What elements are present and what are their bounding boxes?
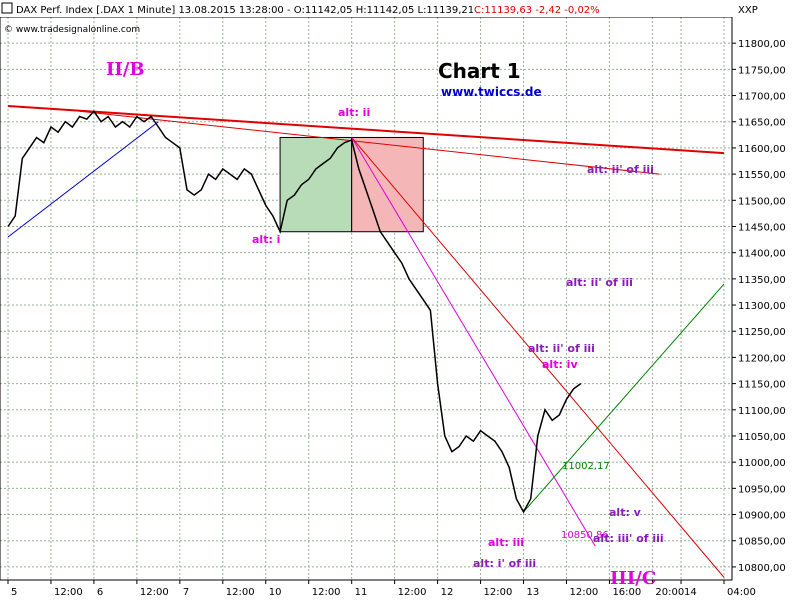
y-tick-label: 10850,00 <box>738 537 786 548</box>
x-tick-label: 16:00 <box>612 587 641 598</box>
x-tick-label: 12 <box>441 587 454 598</box>
y-tick-label: 11600,00 <box>738 144 786 155</box>
x-tick-label: 14 <box>684 587 697 598</box>
y-tick-label: 11150,00 <box>738 380 786 391</box>
trend-line <box>7 105 725 155</box>
wave-iiic-label: III/C <box>610 568 656 589</box>
x-tick-label: 5 <box>11 587 17 598</box>
x-tick-label: 13 <box>527 587 540 598</box>
x-tick-label: 20:00 <box>655 587 684 598</box>
y-tick-label: 11550,00 <box>738 170 786 181</box>
zone-box <box>279 136 353 233</box>
chart-title: Chart 1 <box>438 59 521 83</box>
header-symbol: XXP <box>738 5 758 16</box>
header-title: DAX Perf. Index [.DAX 1 Minute] 13.08.20… <box>16 5 474 16</box>
trend-line <box>79 110 660 175</box>
header-bar <box>0 0 800 17</box>
header-change: C:11139,63 -2,42 -0,02% <box>474 5 600 16</box>
y-tick-label: 11050,00 <box>738 432 786 443</box>
wave-iib-label: II/B <box>106 59 145 80</box>
trend-line <box>7 121 159 238</box>
x-tick-label: 12:00 <box>226 587 255 598</box>
y-tick-label: 11500,00 <box>738 196 786 207</box>
site-label: www.twiccs.de <box>441 85 542 99</box>
zone-box <box>351 136 424 233</box>
y-tick-label: 11250,00 <box>738 327 786 338</box>
level-11002-label: 11002,17 <box>562 461 610 472</box>
x-tick-label: 12:00 <box>569 587 598 598</box>
window-box-icon[interactable] <box>1 2 13 14</box>
alt-v-label: alt: v <box>609 506 642 519</box>
x-tick-label: 11 <box>355 587 368 598</box>
trend-line <box>351 137 596 547</box>
alt-iii-of-iii-label: alt: iii' of iii <box>593 532 664 545</box>
y-tick-label: 11300,00 <box>738 301 786 312</box>
y-tick-label: 11700,00 <box>738 92 786 103</box>
y-tick-label: 11000,00 <box>738 458 786 469</box>
x-tick-label: 12:00 <box>312 587 341 598</box>
x-tick-label: 6 <box>97 587 103 598</box>
x-tick-label: 7 <box>183 587 189 598</box>
y-tick-label: 11350,00 <box>738 275 786 286</box>
x-tick-label: 12:00 <box>484 587 513 598</box>
x-tick-label: 12:00 <box>398 587 427 598</box>
header-website: © www.tradesignalonline.com <box>4 25 140 35</box>
y-tick-label: 11750,00 <box>738 65 786 76</box>
y-tick-label: 11400,00 <box>738 249 786 260</box>
x-axis-ticks: 5 12:00 6 12:00 7 12:00 10 12:00 11 12:00 12 12:00 1… <box>7 580 756 598</box>
zone-boxes <box>279 136 424 233</box>
y-tick-label: 11650,00 <box>738 118 786 129</box>
x-tick-label: 10 <box>269 587 282 598</box>
alt-i-of-iii-label: alt: i' of iii <box>473 557 536 570</box>
y-tick-label: 11200,00 <box>738 353 786 364</box>
y-tick-label: 11100,00 <box>738 406 786 417</box>
trend-lines <box>7 105 725 578</box>
y-tick-label: 10950,00 <box>738 484 786 495</box>
alt-ii-of-iii-mid-label: alt: ii' of iii <box>566 276 633 289</box>
trend-line <box>351 137 725 578</box>
y-tick-label: 10900,00 <box>738 511 786 522</box>
alt-ii-of-iii-top-label: alt: ii' of iii <box>587 163 654 176</box>
alt-iii-label: alt: iii <box>488 536 524 549</box>
price-series <box>7 110 582 514</box>
x-tick-label: 12:00 <box>140 587 169 598</box>
trend-line <box>523 283 725 513</box>
alt-iv-label: alt: iv <box>542 358 578 371</box>
y-axis-ticks: 10800,00 10850,00 10900,00 10950,00 11000,00… <box>732 39 786 574</box>
price-line <box>7 110 582 514</box>
alt-ii-of-iii-low-label: alt: ii' of iii <box>528 342 595 355</box>
x-tick-label: 04:00 <box>727 587 756 598</box>
y-tick-label: 10800,00 <box>738 563 786 574</box>
alt-i-label: alt: i <box>252 233 280 246</box>
y-tick-label: 11450,00 <box>738 222 786 233</box>
y-tick-label: 11800,00 <box>738 39 786 50</box>
level-10850-label: 10850,86 <box>561 530 609 541</box>
alt-ii-label: alt: ii <box>338 106 370 119</box>
x-tick-label: 12:00 <box>54 587 83 598</box>
